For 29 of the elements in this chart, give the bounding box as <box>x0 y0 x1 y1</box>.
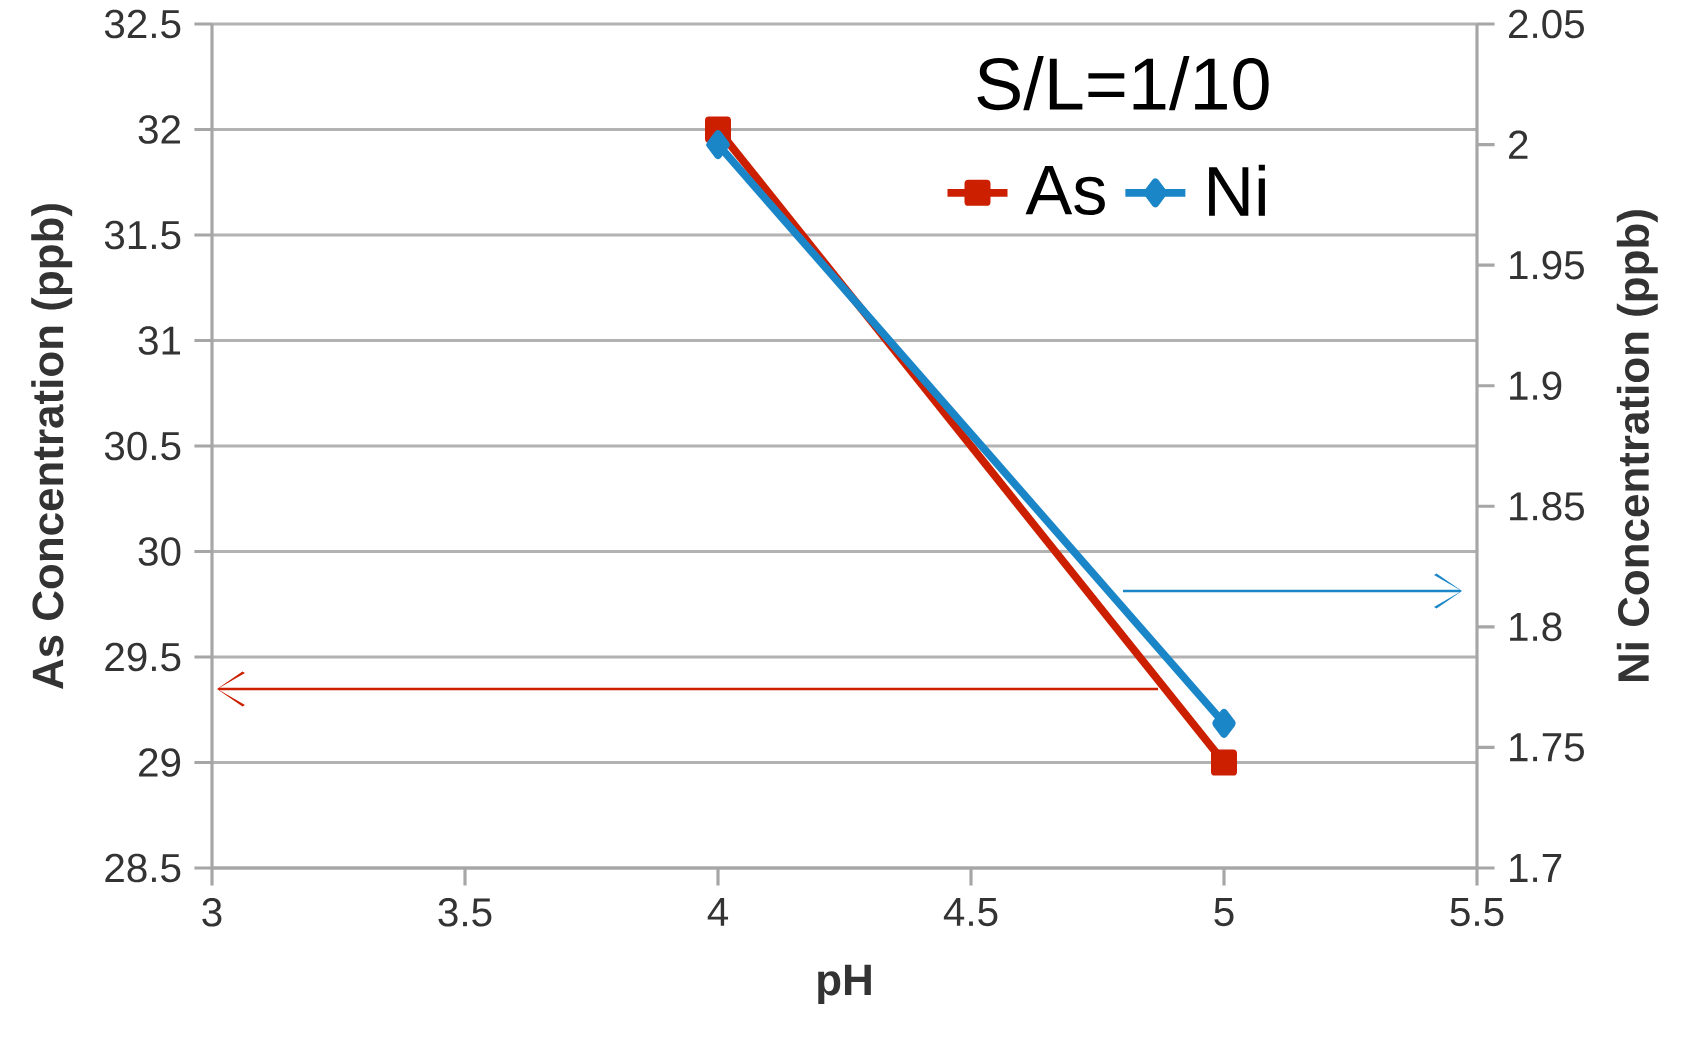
legend-label: Ni <box>1209 164 1265 216</box>
y2-tick-label: 1.95 <box>1510 250 1584 280</box>
y2-tick-label: 1.8 <box>1510 612 1562 642</box>
y-tick-label: 32.5 <box>104 9 181 39</box>
y2-tick-label: 2.05 <box>1509 9 1584 39</box>
y-axis-title: As Concentration (ppb) <box>31 204 73 689</box>
y-tick-label: 32 <box>138 115 180 144</box>
y2-tick-label: 2 <box>1509 130 1528 159</box>
y2-tick-label: 1.9 <box>1510 371 1562 401</box>
x-tick-label: 4 <box>707 898 729 926</box>
y-tick-label: 31.5 <box>104 220 181 250</box>
y2-tick-label: 1.7 <box>1510 854 1562 882</box>
y-tick-label: 29 <box>139 748 181 777</box>
y-tick-label: 29.5 <box>105 642 181 672</box>
x-axis-title: pH <box>818 964 871 1005</box>
x-tick-label: 3.5 <box>438 897 492 927</box>
y-tick-label: 30 <box>138 537 181 566</box>
y2-tick-label: 1.75 <box>1510 733 1584 762</box>
x-tick-label: 5.5 <box>1450 898 1504 927</box>
y2-tick-label: 1.85 <box>1510 491 1584 521</box>
y2-axis-title: Ni Concentration (ppb) <box>1616 210 1658 682</box>
y-tick-label: 28.5 <box>105 853 181 883</box>
y-tick-label: 31 <box>138 326 181 355</box>
y-tick-label: 30.5 <box>104 431 181 461</box>
x-tick-label: 5 <box>1214 898 1234 927</box>
x-tick-label: 3 <box>202 897 222 927</box>
legend-title: S/L=1/10 <box>977 56 1269 111</box>
x-tick-label: 4.5 <box>943 898 998 927</box>
legend-label: As <box>1025 166 1105 215</box>
